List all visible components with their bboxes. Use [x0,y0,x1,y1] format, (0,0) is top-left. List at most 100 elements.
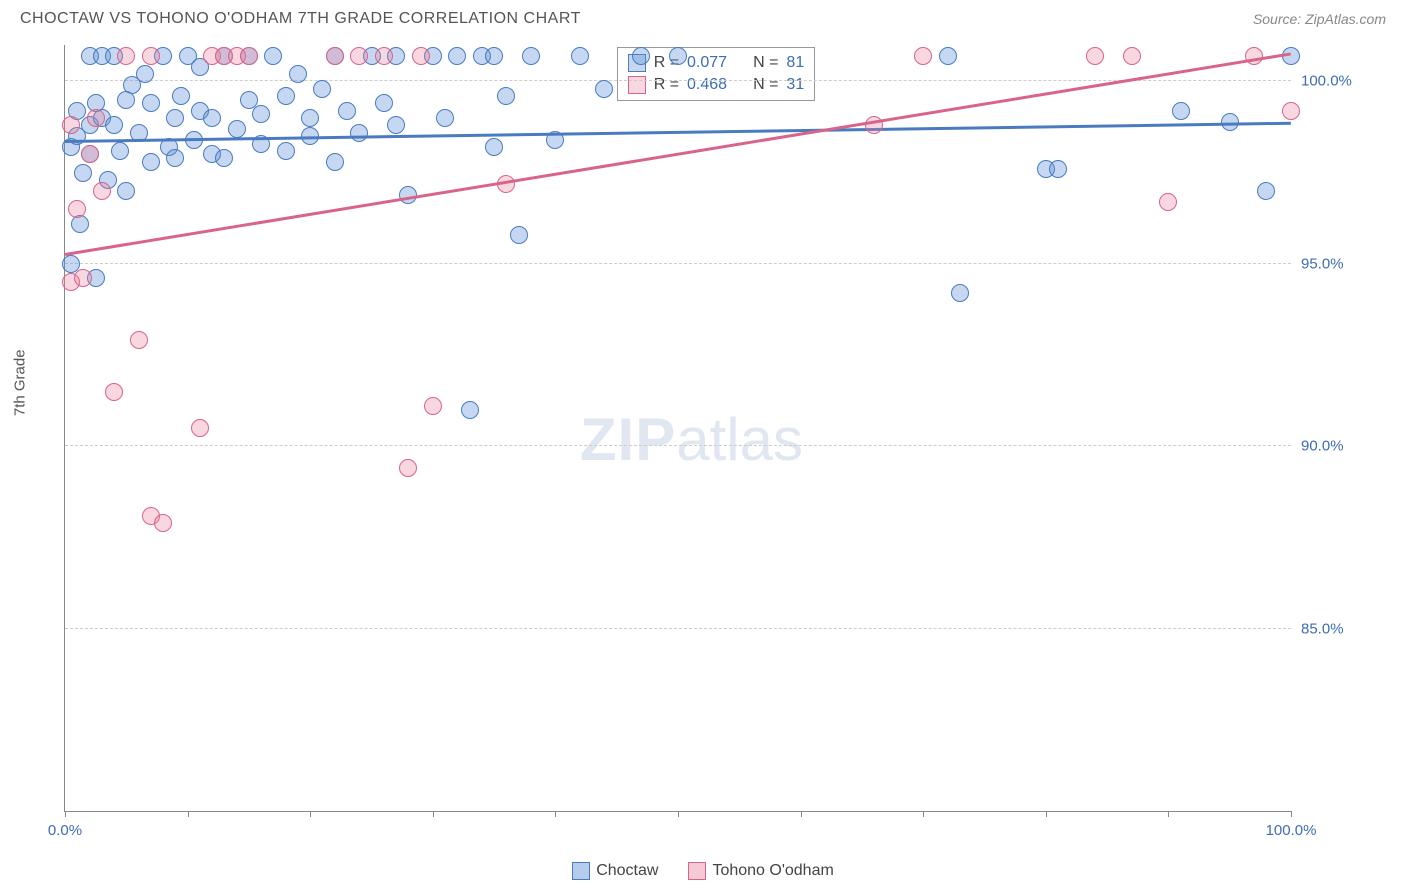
stats-row: R = 0.077N = 81 [628,52,805,74]
scatter-point [136,65,154,83]
stat-n-label: N = [753,76,778,94]
ytick-label: 95.0% [1301,255,1376,272]
xtick [1046,811,1047,817]
legend-bottom: Choctaw Tohono O'odham [0,862,1406,880]
legend-swatch [688,862,706,880]
scatter-point [399,459,417,477]
xtick [1291,811,1292,817]
scatter-point [632,47,650,65]
scatter-point [326,153,344,171]
scatter-point [1257,182,1275,200]
scatter-point [1159,193,1177,211]
xtick [65,811,66,817]
scatter-point [595,80,613,98]
stat-r-value: 0.468 [687,76,727,94]
watermark: ZIPatlas [580,405,803,474]
scatter-point [105,383,123,401]
scatter-point [93,182,111,200]
gridline-h [65,628,1291,629]
scatter-point [277,142,295,160]
scatter-point [1172,102,1190,120]
scatter-point [338,102,356,120]
stat-n-value: 31 [786,76,804,94]
scatter-point [289,65,307,83]
scatter-point [485,138,503,156]
scatter-point [1086,47,1104,65]
xtick [555,811,556,817]
scatter-point [191,419,209,437]
scatter-point [571,47,589,65]
scatter-point [326,47,344,65]
scatter-point [448,47,466,65]
chart-header: CHOCTAW VS TOHONO O'ODHAM 7TH GRADE CORR… [0,0,1406,32]
scatter-point [228,120,246,138]
scatter-point [669,47,687,65]
scatter-point [264,47,282,65]
scatter-point [939,47,957,65]
xtick [188,811,189,817]
gridline-h [65,445,1291,446]
scatter-point [914,47,932,65]
legend-label: Choctaw [596,862,658,880]
legend-swatch [572,862,590,880]
scatter-point [387,116,405,134]
ytick-label: 100.0% [1301,73,1376,90]
scatter-point [350,124,368,142]
scatter-point [375,94,393,112]
legend-swatch [628,76,646,94]
scatter-point [461,401,479,419]
scatter-point [1123,47,1141,65]
scatter-point [142,94,160,112]
ytick-label: 85.0% [1301,620,1376,637]
xtick-label: 100.0% [1266,822,1317,839]
scatter-point [1049,160,1067,178]
scatter-point [154,514,172,532]
scatter-point [117,47,135,65]
scatter-point [117,182,135,200]
chart-title: CHOCTAW VS TOHONO O'ODHAM 7TH GRADE CORR… [20,10,581,28]
chart-source: Source: ZipAtlas.com [1253,11,1386,27]
legend-item: Tohono O'odham [688,862,833,880]
xtick [433,811,434,817]
scatter-point [436,109,454,127]
scatter-point [301,109,319,127]
scatter-point [62,116,80,134]
scatter-point [74,164,92,182]
scatter-point [497,87,515,105]
xtick [1168,811,1169,817]
scatter-point [81,145,99,163]
scatter-point [424,397,442,415]
scatter-point [313,80,331,98]
scatter-point [130,331,148,349]
xtick [310,811,311,817]
xtick [678,811,679,817]
scatter-point [277,87,295,105]
scatter-point [485,47,503,65]
scatter-point [350,47,368,65]
legend-label: Tohono O'odham [712,862,833,880]
scatter-point [951,284,969,302]
ytick-label: 90.0% [1301,438,1376,455]
scatter-point [510,226,528,244]
y-axis-label: 7th Grade [12,349,29,416]
stat-n-value: 81 [786,54,804,72]
xtick-label: 0.0% [48,822,82,839]
scatter-point [252,105,270,123]
scatter-point [166,149,184,167]
scatter-point [172,87,190,105]
gridline-h [65,263,1291,264]
scatter-point [87,109,105,127]
stat-n-label: N = [753,54,778,72]
stat-r-label: R = [654,76,679,94]
scatter-point [203,109,221,127]
scatter-point [166,109,184,127]
stats-row: R = 0.468 N = 31 [628,74,805,96]
scatter-point [111,142,129,160]
scatter-point [412,47,430,65]
stat-r-value: 0.077 [687,54,727,72]
scatter-point [68,200,86,218]
trend-line [65,122,1291,143]
scatter-point [215,149,233,167]
scatter-point [375,47,393,65]
scatter-point [142,47,160,65]
